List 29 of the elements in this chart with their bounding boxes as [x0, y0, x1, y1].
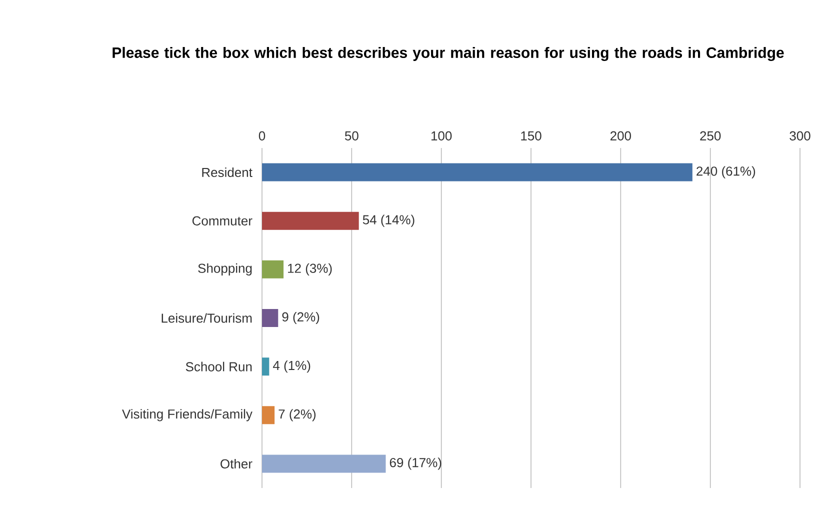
- data-label: 12 (3%): [288, 263, 332, 276]
- x-tick-label: 250: [700, 131, 721, 140]
- y-tick-label: Commuter: [192, 216, 252, 226]
- y-tick-label: Resident: [202, 168, 252, 178]
- y-tick-label: Leisure/Tourism: [162, 313, 252, 323]
- y-tick-label: Visiting Friends/Family: [122, 409, 252, 422]
- data-label: 69 (17%): [390, 458, 442, 470]
- chart-title: Please tick the box which best describes your main reason for using the roads in Cambridge: [112, 46, 784, 62]
- x-tick-label: 150: [521, 131, 542, 140]
- x-tick-label: 50: [344, 131, 358, 140]
- data-label: 240 (61%): [696, 166, 756, 178]
- y-tick-label: Shopping: [198, 263, 252, 276]
- data-label: 54 (14%): [362, 214, 414, 227]
- bar: [262, 358, 270, 376]
- x-tick-label: 300: [790, 131, 810, 140]
- bar: [262, 406, 275, 424]
- bar: [262, 309, 278, 328]
- data-label: 4 (1%): [272, 360, 310, 373]
- bar: [262, 212, 359, 230]
- y-tick-label: School Run: [186, 362, 252, 372]
- bar: [262, 454, 386, 473]
- data-label: 7 (2%): [278, 409, 316, 422]
- x-tick-label: 200: [610, 131, 631, 140]
- y-tick-label: Other: [220, 458, 252, 468]
- bar: [262, 260, 284, 278]
- x-tick-label: 100: [431, 131, 452, 140]
- x-tick-label: 0: [258, 131, 266, 140]
- data-label: 9 (2%): [282, 312, 320, 324]
- bar: [262, 163, 692, 182]
